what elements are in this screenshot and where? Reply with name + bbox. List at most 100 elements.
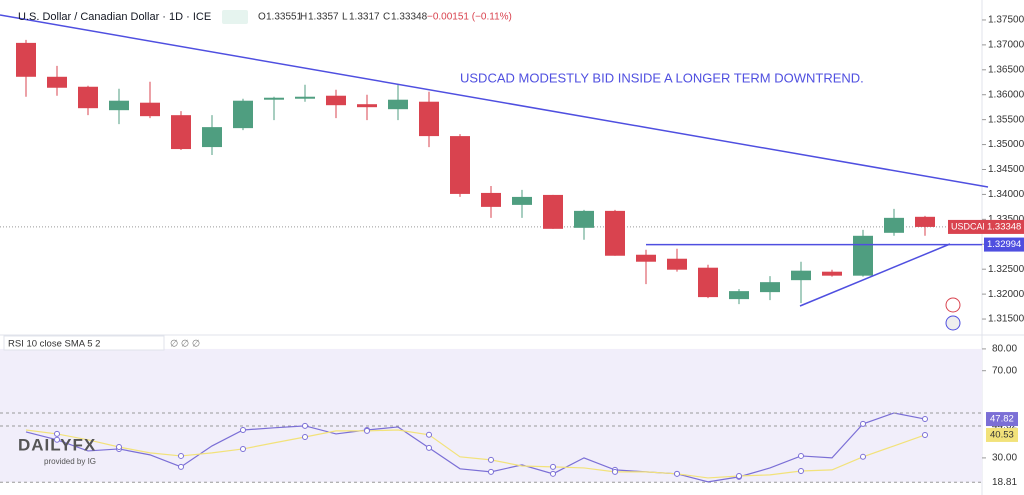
rsi-point	[488, 456, 494, 463]
candle-body	[78, 86, 98, 109]
rsi-point	[54, 436, 60, 443]
header: U.S. Dollar / Canadian Dollar · 1D · ICE…	[18, 10, 512, 24]
rsi-point	[240, 426, 246, 433]
change: −0.00151 (−0.11%)	[427, 12, 512, 23]
rsi-point	[426, 431, 432, 438]
candle-body	[295, 96, 315, 99]
candle-body	[791, 270, 811, 281]
rsi-point	[54, 430, 60, 437]
y-tick-label: 1.35500	[988, 114, 1024, 125]
y-tick-label: 1.33500	[988, 214, 1024, 225]
candle-body	[140, 102, 160, 117]
y-tick-label: 1.32000	[988, 289, 1024, 300]
annotation: USDCAD MODESTLY BID INSIDE A LONGER TERM…	[460, 70, 864, 85]
rsi-point	[798, 467, 804, 474]
candle-body	[605, 210, 625, 256]
candle-body	[450, 136, 470, 194]
flag-us	[945, 315, 961, 331]
rsi-value-label: 47.82	[990, 414, 1014, 425]
rsi-point	[488, 468, 494, 475]
y-tick-label: 1.37000	[988, 40, 1024, 51]
level-label: 1.32994	[987, 239, 1021, 250]
y-tick-label: 1.32500	[988, 264, 1024, 275]
label-o: O	[258, 12, 266, 23]
candle-body	[264, 97, 284, 100]
candle-body	[853, 235, 873, 276]
y-tick-label: 1.31500	[988, 314, 1024, 325]
rsi-point	[240, 445, 246, 452]
rsi-tick-label: 80.00	[992, 344, 1017, 355]
rsi-point	[426, 444, 432, 451]
candle-body	[760, 282, 780, 293]
rsi-legend-box	[3, 335, 165, 351]
rsi-point	[736, 472, 742, 479]
label-l: L	[342, 12, 348, 23]
rsi-point	[674, 470, 680, 477]
rsi-level-label: 18.81	[992, 477, 1017, 488]
rsi-line	[25, 429, 926, 479]
rsi-point	[860, 453, 866, 460]
rsi-header: RSI 10 close SMA 5 2 ∅ ∅ ∅	[3, 335, 200, 351]
y-tick-label: 1.36000	[988, 89, 1024, 100]
candle-body	[357, 104, 377, 108]
candle-body	[884, 217, 904, 233]
y-tick-label: 1.34500	[988, 164, 1024, 175]
rsi-point	[178, 463, 184, 470]
symbol-label: USDCAD	[951, 221, 990, 231]
rsi-value-label: 40.53	[990, 429, 1014, 440]
low-value: 1.3317	[349, 12, 380, 23]
candle-body	[233, 100, 253, 129]
logo-byline: provided by IG	[44, 457, 96, 466]
price-label: 1.33348	[987, 221, 1021, 232]
rsi-point	[302, 422, 308, 429]
rsi-point	[178, 452, 184, 459]
rsi-layer: 30.00 70.00 80.00 44.62 18.81 47.82 40.53	[0, 344, 1018, 488]
logo: DAILYFX provided by IG	[18, 435, 96, 466]
candle-body	[667, 258, 687, 270]
candle-body	[512, 196, 532, 205]
status-badge	[222, 10, 248, 24]
price-tag	[984, 219, 1024, 234]
rsi-value-tag	[986, 412, 1018, 427]
rsi-title: RSI 10 close SMA 5 2	[8, 339, 100, 350]
rsi-tick-label: 30.00	[992, 453, 1017, 464]
level-tag	[984, 237, 1024, 252]
candle-body	[326, 95, 346, 106]
rsi-point	[860, 420, 866, 427]
candle-body	[481, 192, 501, 207]
rsi-point	[922, 431, 928, 438]
candle-body	[915, 216, 935, 227]
candle-body	[47, 76, 67, 88]
rsi-point	[302, 433, 308, 440]
candle-body	[729, 291, 749, 300]
y-tick-label: 1.34000	[988, 189, 1024, 200]
rsi-line	[25, 412, 926, 483]
rsi-tick-label: 70.00	[992, 365, 1017, 376]
label-h: H	[300, 12, 307, 23]
high-value: 1.3357	[308, 12, 339, 23]
price-layer: 1.315001.320001.325001.330001.335001.340…	[0, 15, 1024, 325]
rsi-point	[612, 468, 618, 475]
candle-body	[636, 254, 656, 262]
rsi-level-label: 44.62	[992, 421, 1017, 432]
candle-body	[574, 210, 594, 228]
label-c: C	[383, 12, 390, 23]
downtrend-line	[0, 14, 989, 188]
rsi-point	[798, 452, 804, 459]
title: U.S. Dollar / Canadian Dollar · 1D · ICE	[18, 11, 211, 23]
candle-body	[202, 127, 222, 148]
flag-ca	[945, 297, 961, 313]
y-tick-label: 1.36500	[988, 64, 1024, 75]
rsi-value-tag	[986, 427, 1018, 442]
close-value: 1.33348	[391, 12, 428, 23]
symbol-tag	[948, 219, 984, 234]
rsi-point	[922, 416, 928, 423]
open-value: 1.33551	[266, 12, 303, 23]
candle-body	[543, 194, 563, 229]
rsi-point	[364, 427, 370, 434]
y-tick-label: 1.37500	[988, 15, 1024, 26]
rsi-point	[116, 444, 122, 451]
candle-body	[822, 271, 842, 276]
rsi-inputs: ∅ ∅ ∅	[170, 339, 200, 350]
